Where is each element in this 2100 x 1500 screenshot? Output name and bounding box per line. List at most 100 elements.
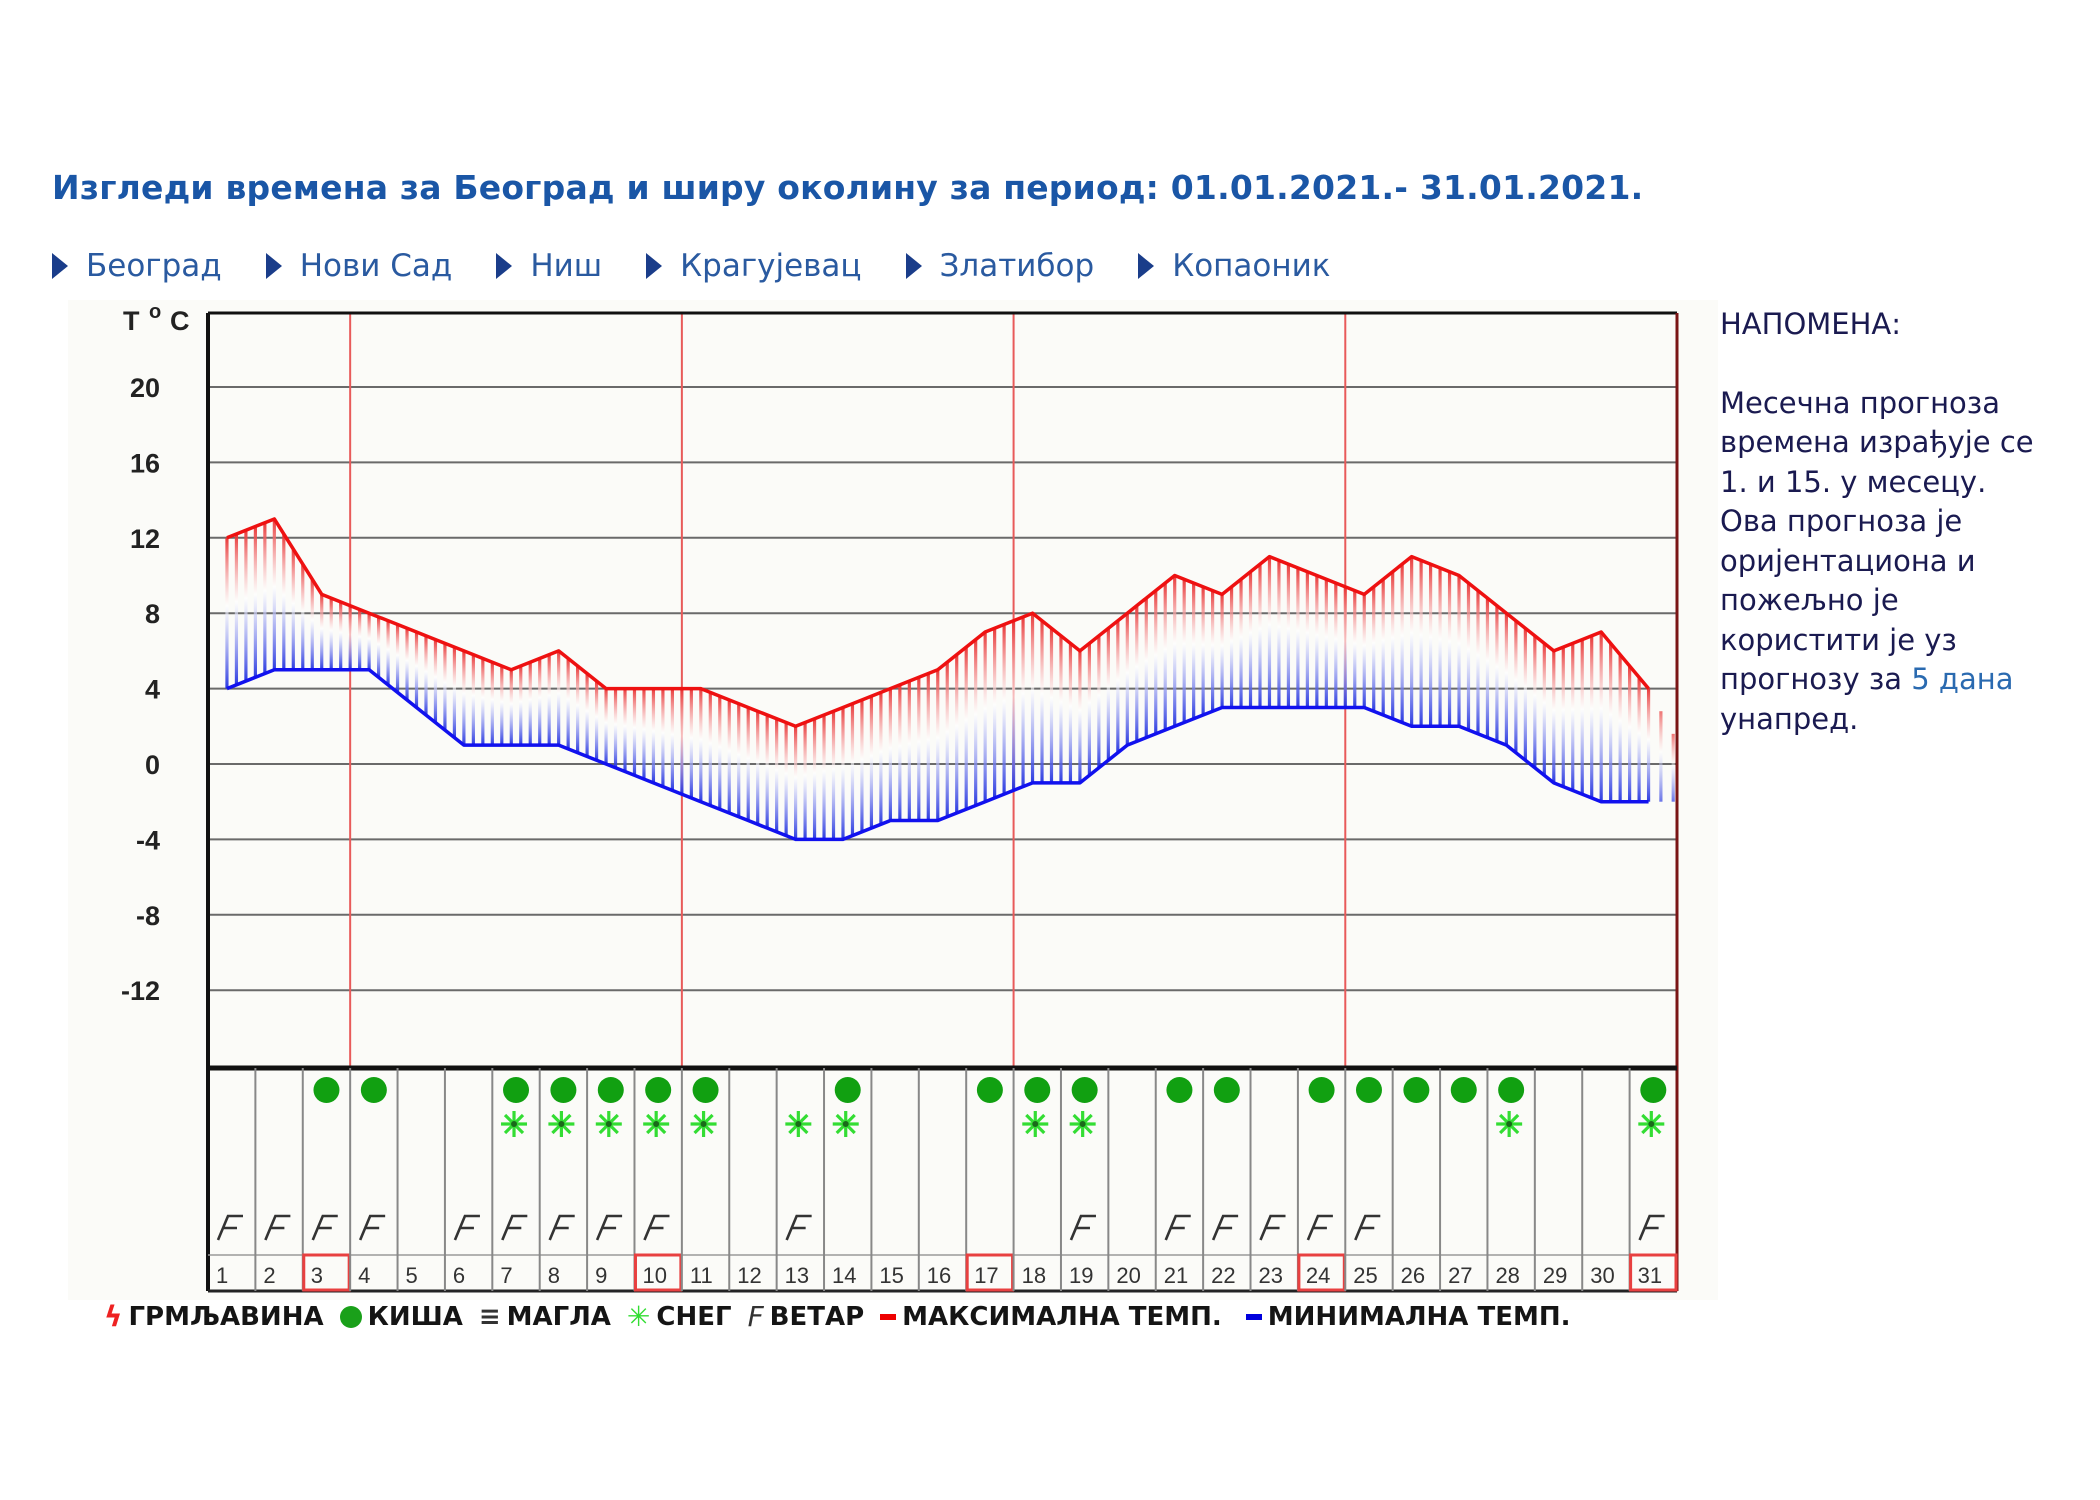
rain-icon xyxy=(1071,1077,1098,1103)
temp-range-hatch xyxy=(689,688,693,798)
temp-range-hatch xyxy=(1618,654,1622,802)
rain-icon xyxy=(503,1077,530,1103)
legend-label: МАГЛА xyxy=(506,1301,611,1332)
temp-range-hatch xyxy=(1523,628,1527,761)
temp-range-hatch xyxy=(1116,620,1120,753)
nav-link-kopaonik[interactable]: Копаоник xyxy=(1138,248,1331,284)
nav-link-beograd[interactable]: Београд xyxy=(52,248,222,284)
temp-range-hatch xyxy=(955,654,959,814)
temp-range-hatch xyxy=(642,688,646,780)
snow-icon-center xyxy=(605,1121,612,1127)
rain-icon xyxy=(597,1077,624,1103)
nav-link-label[interactable]: Нови Сад xyxy=(299,248,453,284)
note-line: 1. и 15. у месецу. xyxy=(1720,464,1987,499)
rain-icon xyxy=(313,1077,340,1103)
temp-range-hatch xyxy=(917,677,921,821)
temp-range-hatch xyxy=(509,669,513,746)
city-nav: Београд Нови Сад Ниш Крагујевац Златибор… xyxy=(52,248,1375,284)
temp-range-hatch xyxy=(1305,571,1309,708)
snow-icon: ✳ xyxy=(626,1300,651,1333)
legend-label: СНЕГ xyxy=(656,1301,732,1332)
snow-icon-center xyxy=(1506,1121,1513,1127)
temp-range-hatch xyxy=(708,692,712,806)
temp-range-hatch xyxy=(1258,564,1262,708)
temp-range-hatch xyxy=(348,605,352,670)
day-number: 25 xyxy=(1353,1263,1377,1288)
rain-icon xyxy=(1450,1077,1477,1103)
five-day-forecast-link[interactable]: 5 дана xyxy=(1911,662,2014,696)
temp-range-hatch xyxy=(566,658,570,749)
arrow-right-icon xyxy=(265,253,282,279)
rain-icon xyxy=(645,1077,672,1103)
temp-range-hatch xyxy=(1343,586,1347,708)
temp-range-hatch xyxy=(1011,620,1016,791)
rain-icon xyxy=(339,1305,362,1328)
temp-range-hatch xyxy=(557,650,561,746)
nav-link-novi-sad[interactable]: Нови Сад xyxy=(265,248,453,284)
day-number: 29 xyxy=(1543,1263,1567,1288)
nav-link-label[interactable]: Златибор xyxy=(939,248,1095,284)
note-line: времена израђује се xyxy=(1720,425,2034,459)
temp-range-hatch xyxy=(850,703,855,836)
temp-range-hatch xyxy=(376,616,381,678)
temp-range-hatch xyxy=(490,662,494,746)
nav-link-nis[interactable]: Ниш xyxy=(496,248,602,284)
day-number: 13 xyxy=(785,1263,809,1288)
rain-icon xyxy=(1498,1077,1525,1103)
temp-range-hatch xyxy=(841,707,845,840)
temp-range-hatch xyxy=(329,598,333,670)
temp-range-hatch xyxy=(784,722,788,836)
wind-icon: F xyxy=(747,1300,764,1333)
nav-link-label[interactable]: Крагујевац xyxy=(680,248,862,284)
temp-range-hatch xyxy=(756,711,760,825)
rain-icon xyxy=(834,1077,861,1103)
temp-range-hatch xyxy=(1504,613,1509,746)
temp-range-hatch xyxy=(443,643,447,731)
day-number: 4 xyxy=(358,1263,370,1288)
day-number: 12 xyxy=(737,1263,761,1288)
arrow-right-icon xyxy=(496,253,513,279)
chart-legend: ϟ ГРМЉАВИНА КИША ≡ МАГЛА ✳ СНЕГ F ВЕТАР … xyxy=(104,1300,1586,1333)
temp-range-hatch xyxy=(1646,688,1651,802)
nav-link-label[interactable]: Копаоник xyxy=(1172,248,1331,284)
y-axis-label-unit: C xyxy=(170,306,190,336)
temp-range-hatch xyxy=(263,522,267,674)
nav-link-zlatibor[interactable]: Златибор xyxy=(905,248,1095,284)
temp-range-hatch xyxy=(1561,647,1565,787)
nav-link-label[interactable]: Београд xyxy=(86,248,222,284)
day-number: 27 xyxy=(1448,1263,1472,1288)
note-line: Месечна прогноза xyxy=(1720,385,2000,420)
rain-icon xyxy=(1308,1077,1335,1103)
day-number: 18 xyxy=(1022,1263,1046,1288)
snow-icon-center xyxy=(1032,1121,1039,1127)
temp-range-hatch xyxy=(414,632,419,708)
temp-range-hatch xyxy=(1220,594,1224,708)
temp-range-hatch xyxy=(291,549,295,670)
note-line: оријентациона и xyxy=(1720,543,1976,578)
day-number: 22 xyxy=(1211,1263,1235,1288)
page-title: Изгледи времена за Београд и ширу околин… xyxy=(52,168,1644,207)
temp-range-hatch xyxy=(585,673,589,757)
temp-range-hatch xyxy=(433,639,438,723)
temp-range-hatch xyxy=(395,624,400,693)
day-number: 28 xyxy=(1495,1263,1519,1288)
temp-range-hatch xyxy=(1315,575,1319,708)
legend-min-temp: МИНИМАЛНА ТЕМП. xyxy=(1245,1302,1570,1332)
day-number: 17 xyxy=(974,1263,998,1288)
note-line: пожељно је xyxy=(1720,583,1899,617)
temp-range-hatch-tail xyxy=(1659,711,1663,802)
temp-range-hatch xyxy=(1106,628,1110,761)
day-number: 8 xyxy=(548,1263,560,1288)
temp-range-hatch xyxy=(1087,643,1091,776)
temp-range-hatch xyxy=(1163,583,1167,731)
temp-range-hatch xyxy=(623,688,627,772)
temp-range-hatch xyxy=(945,662,949,817)
temp-range-hatch xyxy=(860,699,864,832)
temp-range-hatch xyxy=(1476,590,1480,734)
temp-range-hatch xyxy=(1192,583,1196,719)
temp-range-hatch-tail xyxy=(1671,733,1675,802)
nav-link-label[interactable]: Ниш xyxy=(530,248,603,284)
nav-link-kragujevac[interactable]: Крагујевац xyxy=(646,248,862,284)
legend-snow: ✳ СНЕГ xyxy=(627,1300,732,1333)
y-tick-label: -12 xyxy=(121,976,160,1006)
